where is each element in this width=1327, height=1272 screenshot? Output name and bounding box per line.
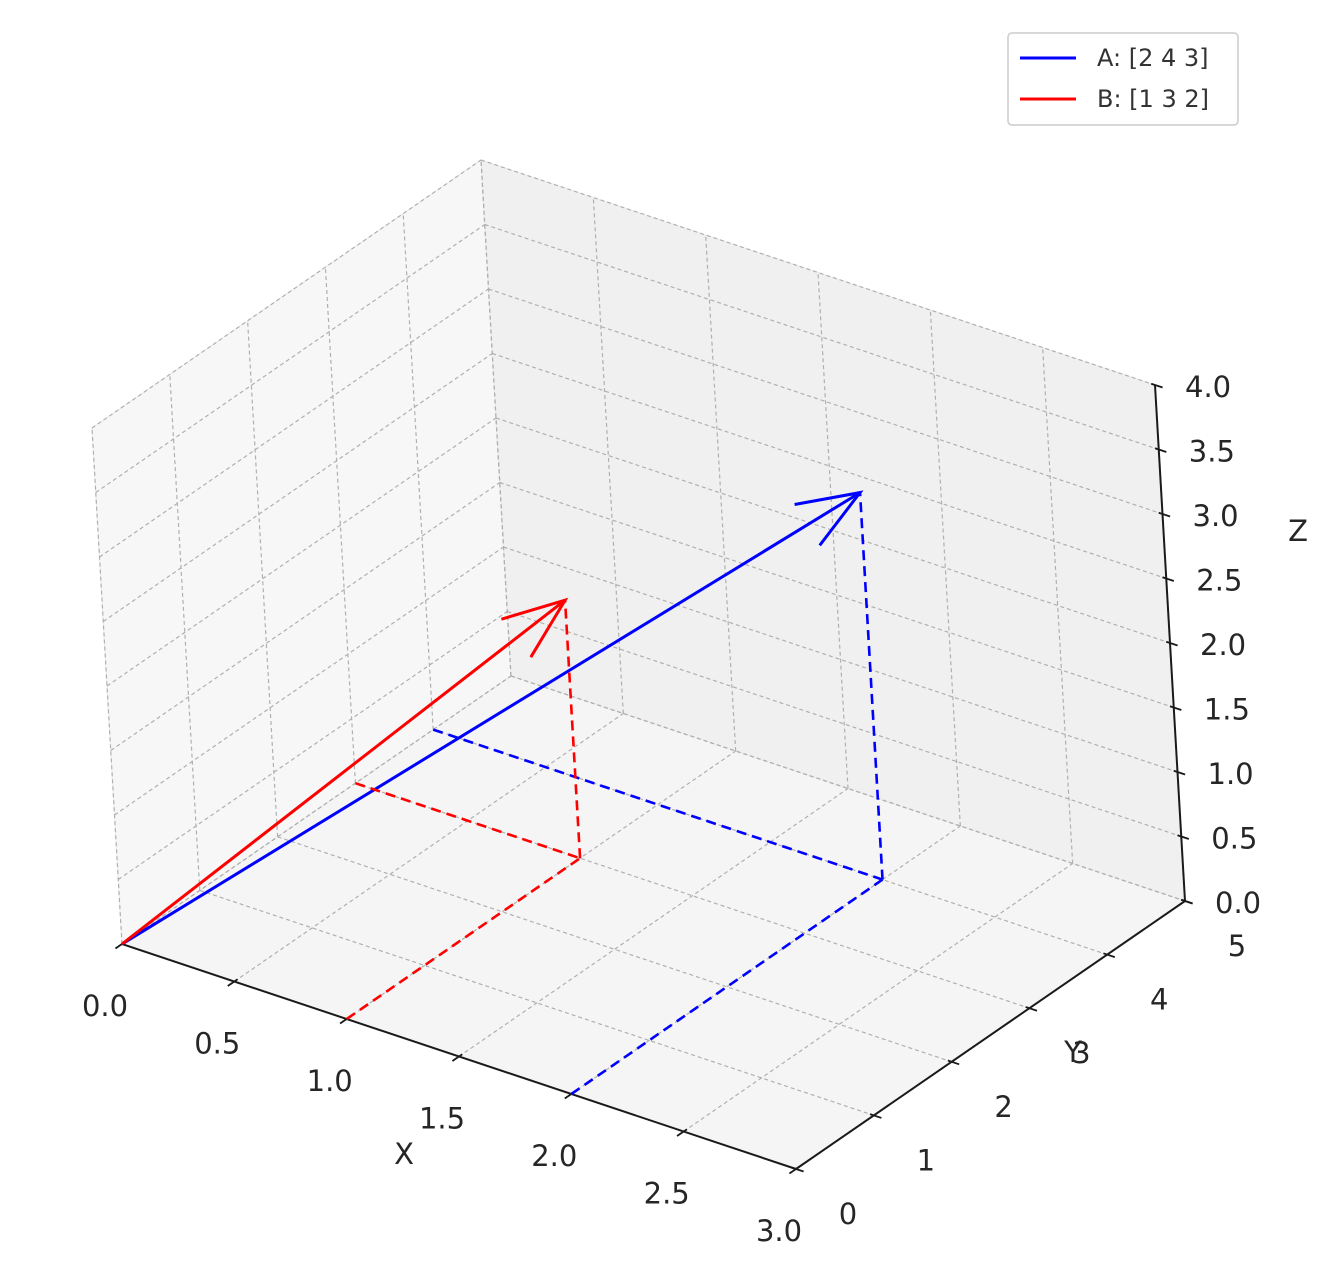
axis-panes — [91, 159, 1187, 1170]
x-tick-label: 1.5 — [419, 1102, 465, 1136]
projection-line — [858, 492, 884, 880]
y-tick — [1025, 1006, 1038, 1012]
y-tick-label: 3 — [1072, 1036, 1090, 1070]
grid-left-z — [91, 159, 482, 429]
grid-left-z — [99, 288, 489, 558]
grid-left-z — [117, 611, 508, 880]
grid-left-z — [106, 417, 497, 687]
grid-back-x — [592, 197, 624, 714]
z-tick — [1165, 640, 1178, 647]
vector-arrowhead — [500, 597, 569, 658]
x-axis-label: X — [394, 1137, 414, 1171]
z-tick — [1180, 898, 1193, 905]
z-tick-label: 1.5 — [1204, 693, 1250, 727]
grid-floor-x — [346, 750, 737, 1020]
x-tick-label: 3.0 — [756, 1214, 802, 1248]
grid-left-y — [324, 267, 356, 784]
tick-labels: 0.0 0.5 1.0 1.5 2.0 2.5 3.0 0 1 2 3 4 5 0.0 0.5 1.0 1.5 2… — [82, 370, 1261, 1248]
z-tick-label: 2.5 — [1196, 564, 1242, 598]
grid-floor-x — [233, 713, 624, 982]
vectors — [121, 490, 884, 1096]
y-axis-label: Y — [1063, 1035, 1082, 1069]
z-tick — [1154, 447, 1167, 453]
vector-shaft — [121, 491, 861, 946]
x-tick — [676, 1128, 688, 1137]
y-tick-label: 2 — [994, 1090, 1012, 1124]
z-tick-label: 0.0 — [1215, 886, 1261, 920]
y-tick-label: 5 — [1228, 929, 1246, 963]
grid-left-y — [247, 320, 279, 837]
grid-left-y — [91, 427, 123, 945]
x-tick-label: 1.0 — [307, 1064, 353, 1098]
x-tick — [451, 1053, 463, 1062]
grid-left-y — [402, 213, 434, 730]
y-axis-line — [795, 900, 1186, 1170]
z-tick-label: 2.0 — [1200, 628, 1246, 662]
grid-left-z — [121, 675, 512, 945]
z-tick-label: 1.0 — [1208, 757, 1254, 791]
axis-labels: X Y Z — [394, 514, 1308, 1171]
z-tick — [1169, 705, 1182, 711]
grid-back-x — [480, 159, 512, 677]
z-tick-label: 3.0 — [1193, 499, 1239, 533]
z-tick — [1177, 834, 1190, 840]
z-tick — [1162, 576, 1175, 582]
legend: A: [2 4 3] B: [1 3 2] — [1007, 32, 1239, 126]
y-tick — [869, 1113, 882, 1119]
y-tick-label: 4 — [1150, 983, 1168, 1017]
y-tick-label: 1 — [917, 1143, 935, 1177]
grid-floor-x — [458, 788, 849, 1057]
grid-left-z — [95, 224, 486, 493]
grid-left-y — [169, 374, 201, 891]
z-tick-label: 0.5 — [1211, 822, 1257, 856]
grid-left-z — [110, 482, 501, 751]
grid-left-z — [102, 353, 493, 622]
z-tick — [1158, 511, 1171, 518]
z-tick-label: 4.0 — [1185, 370, 1231, 404]
z-axis-label: Z — [1288, 514, 1308, 548]
vector-0 — [121, 490, 884, 1096]
grid-floor-x — [683, 863, 1074, 1132]
tick-marks — [114, 382, 1193, 1175]
x-tick-label: 0.0 — [82, 989, 128, 1023]
grid-back-x — [929, 309, 961, 827]
projection-line — [563, 600, 582, 859]
vector-arrowhead — [794, 490, 864, 547]
x-tick-label: 0.5 — [194, 1027, 240, 1061]
y-tick — [1103, 952, 1116, 958]
grid-left-z — [114, 546, 504, 816]
vector-shaft — [121, 599, 566, 946]
z-tick — [1150, 382, 1163, 389]
projection-line — [354, 781, 581, 860]
x-tick — [227, 978, 239, 987]
grid-back-x — [1042, 347, 1074, 864]
y-tick — [947, 1059, 960, 1066]
y-tick — [791, 1166, 804, 1173]
vector-1 — [121, 597, 582, 1021]
grid-back-x — [705, 234, 737, 752]
y-tick-label: 0 — [839, 1197, 857, 1231]
legend-label-b: B: [1 3 2] — [1097, 85, 1209, 113]
x-tick-label: 2.5 — [644, 1177, 690, 1211]
grid-lines — [91, 159, 1186, 1170]
legend-box — [1007, 32, 1239, 126]
x-tick-label: 2.0 — [531, 1139, 577, 1173]
z-tick — [1173, 769, 1186, 776]
grid-back-x — [817, 272, 849, 789]
x-tick — [788, 1165, 800, 1175]
legend-label-a: A: [2 4 3] — [1097, 44, 1209, 72]
z-tick-label: 3.5 — [1189, 435, 1235, 469]
grid-floor-x — [570, 825, 961, 1095]
